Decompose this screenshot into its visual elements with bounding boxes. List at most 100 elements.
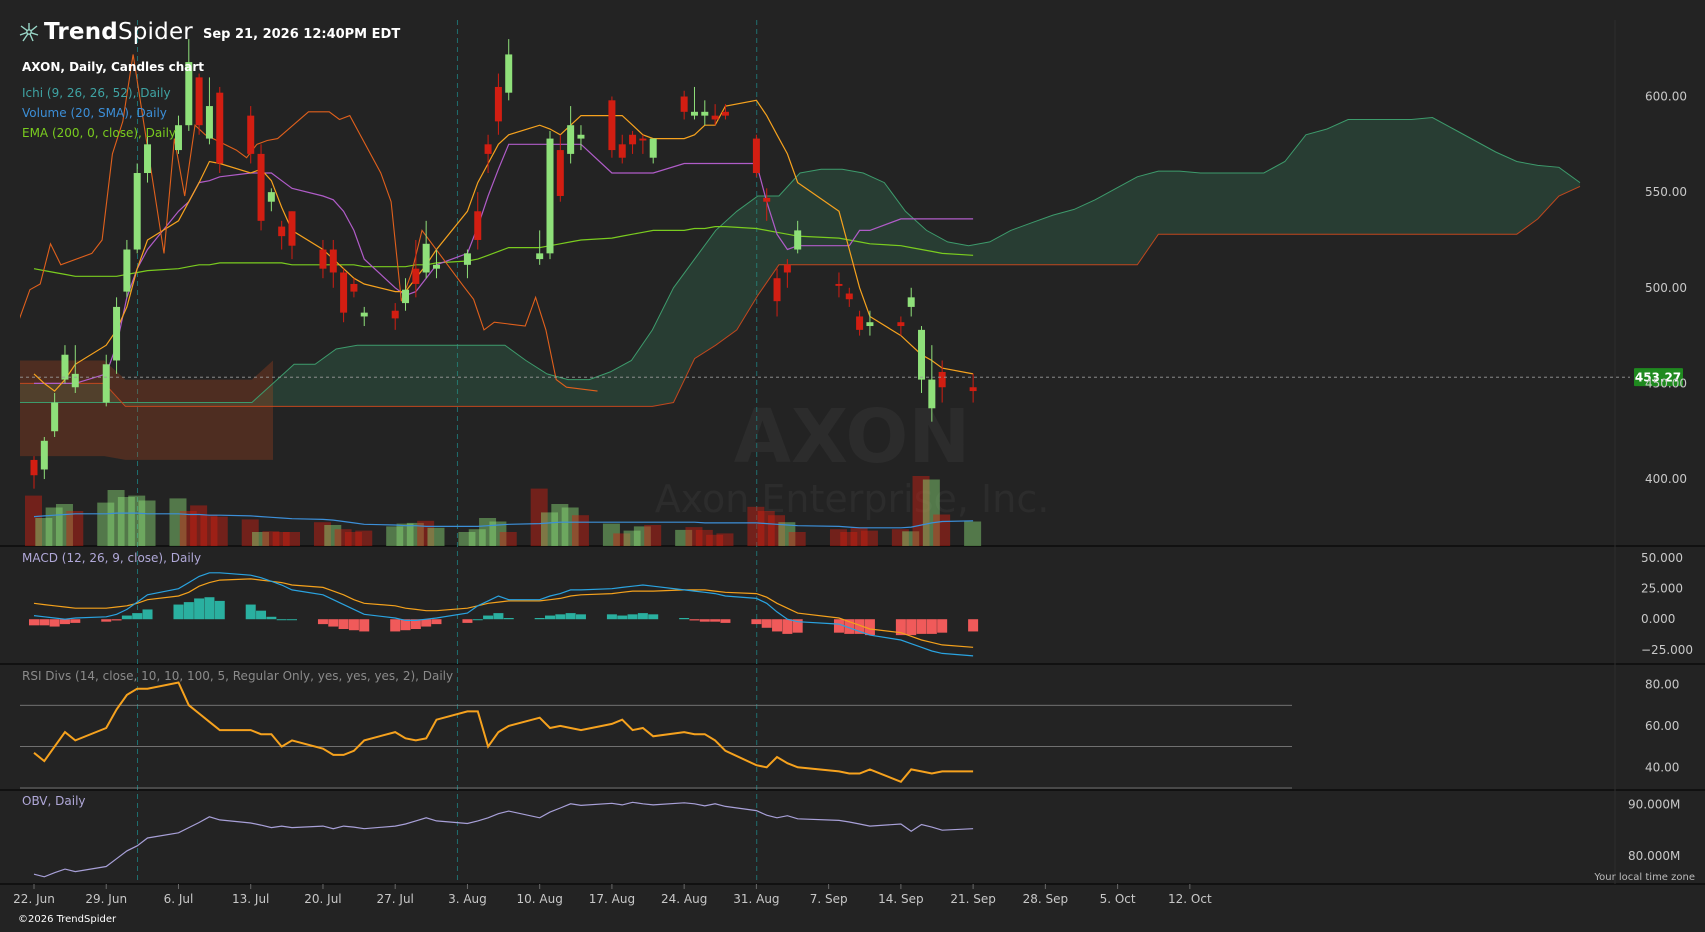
legend-macd[interactable]: MACD (12, 26, 9, close), Daily xyxy=(22,551,202,565)
macd-histogram-bar xyxy=(390,619,401,632)
volume-bar xyxy=(200,514,218,546)
volume-bar xyxy=(324,525,342,546)
candle-body xyxy=(856,316,864,330)
legend-symbol[interactable]: AXON, Daily, Candles chart xyxy=(22,60,205,74)
macd-histogram-bar xyxy=(545,615,555,620)
macd-histogram-bar xyxy=(648,614,659,620)
timezone-label[interactable]: Your local time zone xyxy=(1594,872,1695,883)
macd-line xyxy=(33,572,974,657)
macd-histogram-bar xyxy=(844,619,855,634)
candle-body xyxy=(123,249,131,292)
macd-histogram-bar xyxy=(348,619,359,631)
x-tick-label: 14. Sep xyxy=(878,892,924,906)
rsi-tick-label: 80.00 xyxy=(1645,678,1679,692)
legend-ichimoku[interactable]: Ichi (9, 26, 26, 52), Daily xyxy=(22,86,171,100)
x-tick-label: 13. Jul xyxy=(232,892,269,906)
candle-body xyxy=(40,440,48,470)
macd-histogram-bar xyxy=(338,619,349,629)
macd-histogram-bar xyxy=(101,619,112,622)
macd-histogram-bar xyxy=(183,602,194,620)
candle-body xyxy=(608,100,616,151)
macd-pane: 50.000 25.000 0.000 −25.000 xyxy=(29,551,1693,657)
x-tick-label: 20. Jul xyxy=(304,892,341,906)
macd-histogram-bar xyxy=(245,604,256,620)
macd-histogram-bar xyxy=(575,614,586,620)
candle-body xyxy=(618,144,626,158)
candle-body xyxy=(288,211,296,246)
macd-histogram-bar xyxy=(70,619,81,623)
rsi-tick-label: 40.00 xyxy=(1645,760,1679,774)
volume-bar xyxy=(644,525,662,546)
macd-histogram-bar xyxy=(679,618,690,620)
macd-histogram-bar xyxy=(534,618,545,620)
macd-histogram-bar xyxy=(132,613,143,620)
macd-histogram-bar xyxy=(266,616,277,620)
macd-histogram-bar xyxy=(400,619,411,631)
candle-body xyxy=(763,197,771,202)
macd-histogram-bar xyxy=(111,619,122,621)
x-tick-label: 5. Oct xyxy=(1100,892,1136,906)
candle-body xyxy=(267,192,275,202)
volume-bar xyxy=(272,532,290,546)
volume-bar xyxy=(716,533,734,546)
candle-body xyxy=(71,373,79,388)
volume-bar xyxy=(829,529,847,546)
volume-bar xyxy=(66,511,84,546)
candle-body xyxy=(969,387,977,392)
macd-histogram-bar xyxy=(29,619,39,626)
x-tick-label: 6. Jul xyxy=(164,892,194,906)
volume-bar xyxy=(551,504,569,546)
macd-histogram-bar xyxy=(410,619,421,629)
volume-bar xyxy=(891,529,909,546)
volume-bar xyxy=(860,530,878,546)
candle-body xyxy=(845,293,853,300)
volume-bar xyxy=(138,500,156,546)
macd-tick-label: 0.000 xyxy=(1641,612,1675,626)
macd-histogram-bar xyxy=(565,613,576,620)
volume-bar xyxy=(427,527,445,546)
legend-rsi[interactable]: RSI Divs (14, close, 10, 10, 100, 5, Reg… xyxy=(22,669,454,683)
current-price-line: 453.27 xyxy=(20,368,1683,387)
legend-volume[interactable]: Volume (20, SMA), Daily xyxy=(22,106,167,120)
volume-bar xyxy=(107,490,125,546)
volume-bar xyxy=(334,529,352,546)
legend-obv[interactable]: OBV, Daily xyxy=(22,794,86,808)
senkou-span-b xyxy=(20,185,1581,407)
obv-tick-label: 90.000M xyxy=(1628,797,1680,811)
current-price-tag xyxy=(1634,368,1683,387)
volume-bar xyxy=(840,532,858,546)
candle-body xyxy=(174,125,182,151)
macd-histogram-bar xyxy=(792,619,803,633)
macd-histogram-bar xyxy=(276,619,287,621)
candle-body xyxy=(51,402,59,432)
volume-bar xyxy=(788,532,806,546)
macd-histogram-bar xyxy=(359,619,370,632)
macd-histogram-bar xyxy=(926,619,937,634)
volume-bar xyxy=(458,532,476,546)
macd-histogram-bar xyxy=(121,615,132,620)
watermark-company: Axon Enterprise, Inc. xyxy=(655,477,1050,521)
brand-name: TrendSpider xyxy=(44,19,193,45)
macd-histogram-bar xyxy=(204,597,215,620)
candle-body xyxy=(350,283,358,292)
macd-histogram-bar xyxy=(493,613,504,620)
cloud-fill xyxy=(20,117,1580,407)
price-tick-label: 450.00 xyxy=(1645,376,1687,390)
cloud-fill-bearish xyxy=(20,360,273,460)
candle-body xyxy=(113,306,121,361)
current-price-label: 453.27 xyxy=(1635,371,1681,385)
watermark-ticker: AXON xyxy=(734,394,971,480)
macd-histogram-bar xyxy=(782,619,793,634)
volume-bar xyxy=(633,526,651,546)
axes: 400.00 450.00 500.00 550.00 600.00 22. Jun 29.… xyxy=(13,90,1687,906)
volume-sma-line xyxy=(33,512,974,529)
macd-histogram-bar xyxy=(503,618,514,620)
obv-line xyxy=(33,801,974,878)
candle-body xyxy=(711,115,719,120)
volume-bar xyxy=(406,522,424,546)
macd-histogram-bar xyxy=(720,619,731,623)
legend-ema[interactable]: EMA (200, 0, close), Daily xyxy=(22,126,177,140)
candle-body xyxy=(144,144,152,174)
candle-body xyxy=(567,125,575,154)
